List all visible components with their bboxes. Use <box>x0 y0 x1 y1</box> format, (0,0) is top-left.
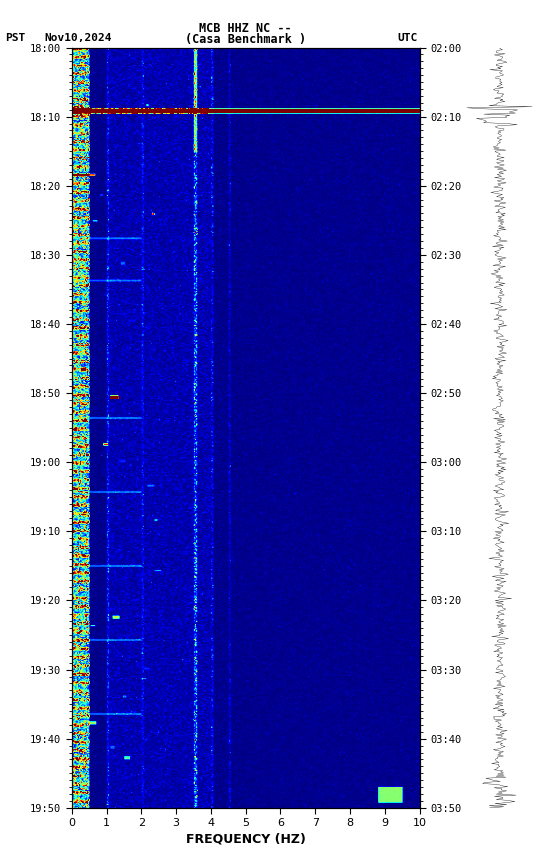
Text: Nov10,2024: Nov10,2024 <box>44 33 112 43</box>
Text: MCB HHZ NC --: MCB HHZ NC -- <box>199 22 292 35</box>
X-axis label: FREQUENCY (HZ): FREQUENCY (HZ) <box>185 832 306 845</box>
Text: PST: PST <box>6 33 26 43</box>
Text: UTC: UTC <box>397 33 418 43</box>
Text: (Casa Benchmark ): (Casa Benchmark ) <box>185 33 306 46</box>
